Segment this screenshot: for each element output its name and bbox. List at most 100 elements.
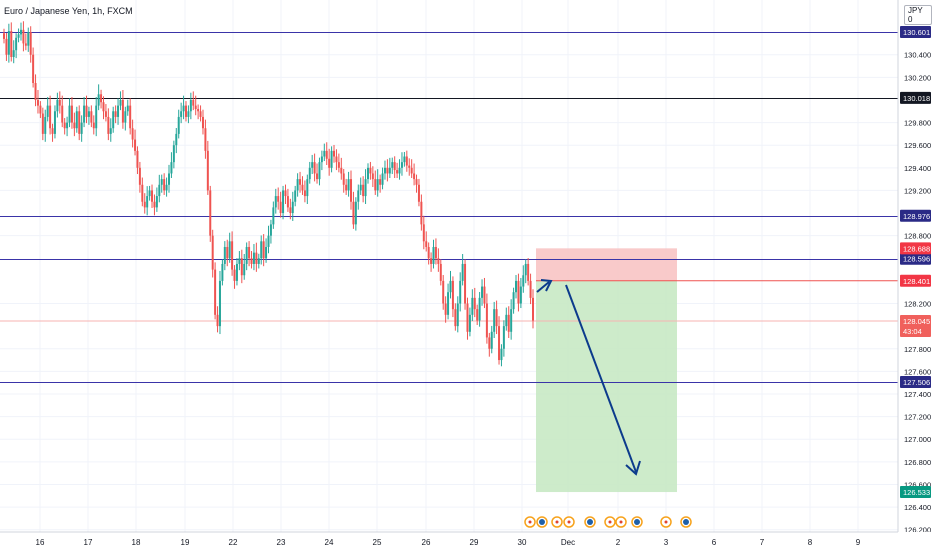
candle-body [114, 111, 117, 117]
candle-body [413, 173, 416, 180]
event-icon[interactable] [660, 516, 672, 528]
y-tick-label: 127.800 [904, 345, 931, 354]
candle-body [493, 309, 496, 332]
candle-body [223, 246, 226, 264]
time-axis[interactable] [0, 532, 932, 550]
candle-body [277, 196, 280, 202]
level-price-badge[interactable] [900, 26, 931, 38]
candle-body [117, 105, 120, 117]
candle-body [119, 99, 122, 106]
last-price-badge[interactable] [900, 315, 931, 338]
candle-body [294, 190, 297, 202]
candle-body [163, 179, 166, 191]
candle-body [333, 150, 336, 157]
candle-body [284, 190, 287, 197]
candle-body [172, 145, 175, 163]
candle-body [104, 111, 107, 117]
candle-body [73, 122, 76, 129]
candle-body [282, 190, 285, 214]
target-price-badge-label: 126.533 [903, 488, 930, 497]
candle-body [347, 179, 350, 191]
candle-body [80, 122, 83, 134]
candle-body [354, 201, 357, 225]
stop-loss-zone[interactable] [536, 248, 677, 281]
candle-body [313, 162, 316, 174]
candle-body [364, 179, 367, 197]
candle-body [439, 263, 442, 281]
candle-body [507, 314, 510, 332]
y-tick-label: 128.200 [904, 300, 931, 309]
candle-body [447, 292, 450, 315]
y-tick-label: 128.800 [904, 232, 931, 241]
event-icon[interactable] [680, 516, 692, 528]
candle-body [231, 241, 234, 270]
event-icon[interactable] [584, 516, 596, 528]
stop-price-badge[interactable] [900, 242, 931, 255]
candle-body [44, 116, 47, 134]
candle-body [417, 184, 420, 202]
candle-body [90, 111, 93, 123]
level-price-badge[interactable] [900, 91, 931, 104]
candle-body [490, 331, 493, 349]
y-tick-label: 129.800 [904, 119, 931, 128]
event-icon[interactable] [631, 516, 643, 528]
candle-body [214, 269, 217, 315]
candle-body [466, 303, 469, 332]
candle-body [168, 173, 171, 185]
target-price-badge[interactable] [900, 486, 931, 499]
candle-body [146, 196, 149, 208]
entry-price-badge-label: 128.401 [903, 277, 930, 286]
y-tick-label: 127.000 [904, 435, 931, 444]
candle-body [221, 263, 224, 281]
event-icon[interactable] [615, 516, 627, 528]
candle-body [95, 105, 98, 129]
candle-body [500, 348, 503, 361]
take-profit-zone[interactable] [536, 280, 677, 493]
candle-body [58, 99, 61, 106]
level-price-badge[interactable] [900, 252, 931, 265]
event-icon[interactable] [536, 516, 548, 528]
y-tick-label: 129.400 [904, 164, 931, 173]
x-tick-label: 24 [325, 538, 334, 547]
currency-badge[interactable]: JPY 0 [904, 5, 932, 25]
event-icon[interactable] [563, 516, 575, 528]
candle-body [49, 105, 52, 129]
candle-body [379, 179, 382, 185]
level-price-badge[interactable] [900, 376, 931, 388]
candle-body [153, 201, 156, 208]
y-tick-label: 130.200 [904, 73, 931, 82]
event-icon[interactable] [524, 516, 536, 528]
candle-body [12, 50, 15, 57]
x-tick-label: 3 [664, 538, 669, 547]
y-tick-label: 126.400 [904, 503, 931, 512]
candle-body [184, 105, 187, 117]
candle-body [532, 297, 534, 321]
y-tick-label: 126.800 [904, 458, 931, 467]
candle-body [102, 102, 105, 112]
level-price-badge[interactable] [900, 209, 931, 222]
level-price-badge-label: 130.601 [903, 28, 930, 37]
candle-body [252, 252, 255, 264]
candle-body [498, 326, 501, 361]
candle-body [22, 29, 25, 44]
candle-body [218, 280, 221, 327]
candle-body [299, 179, 302, 185]
candle-body [415, 179, 418, 185]
candle-body [180, 111, 183, 117]
event-icon[interactable] [604, 516, 616, 528]
candle-body [473, 297, 476, 310]
event-icon[interactable] [551, 516, 563, 528]
x-tick-label: 22 [229, 538, 238, 547]
candle-body [107, 116, 110, 134]
candle-body [83, 105, 86, 123]
candle-body [519, 286, 522, 304]
candle-body [182, 105, 185, 112]
candle-body [396, 170, 399, 174]
candle-body [449, 280, 452, 293]
entry-price-badge[interactable] [900, 274, 931, 287]
down-arrow[interactable] [565, 284, 637, 473]
up-arrow[interactable] [536, 281, 550, 293]
candle-body [408, 165, 411, 168]
